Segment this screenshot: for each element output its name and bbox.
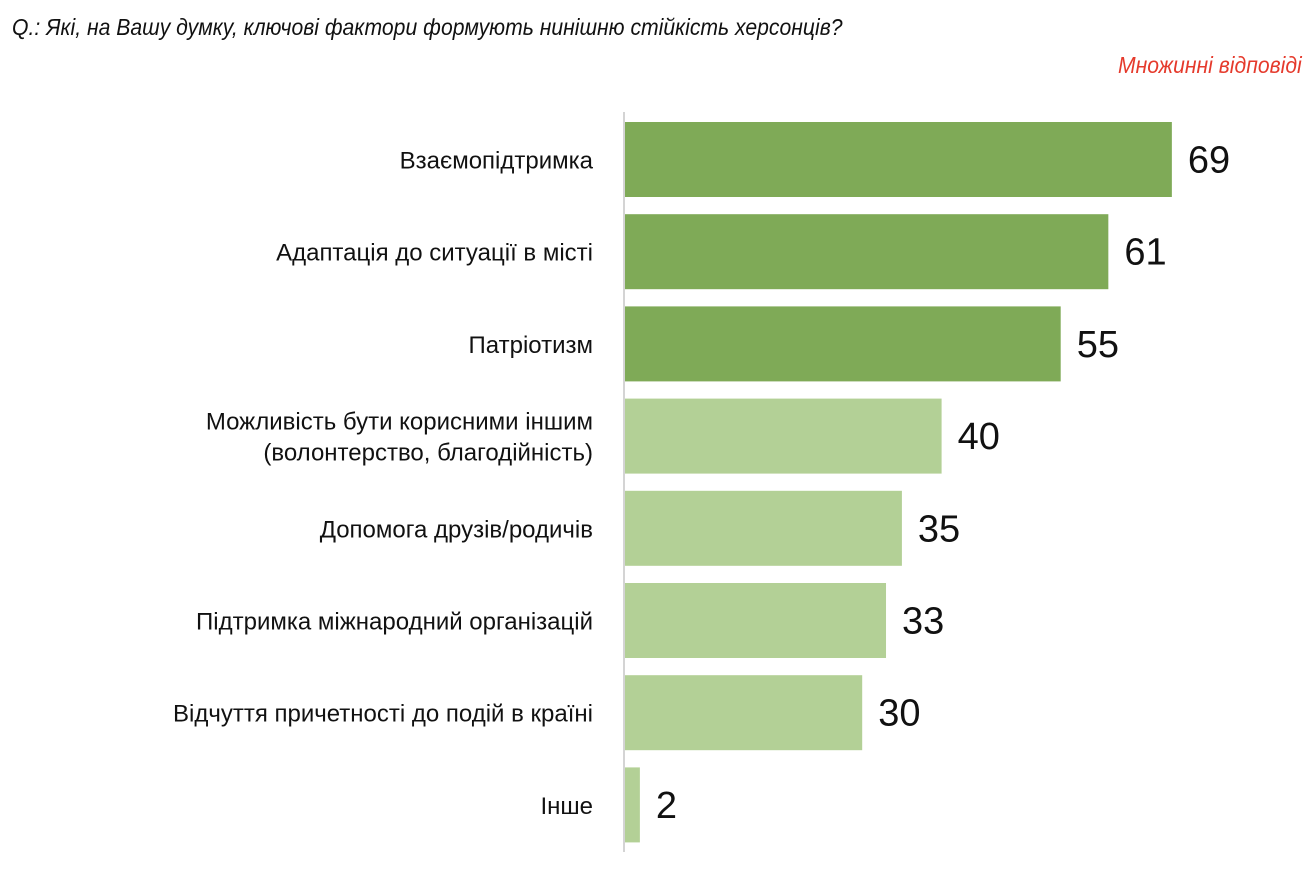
category-label: Допомога друзів/родичів	[320, 516, 593, 543]
category-label: Можливість бути корисними іншим	[206, 409, 593, 436]
category-label: Інше	[540, 793, 593, 820]
bar	[624, 122, 1172, 197]
data-label: 69	[1188, 140, 1230, 182]
data-label: 35	[918, 508, 960, 550]
category-label: Адаптація до ситуації в місті	[276, 240, 593, 267]
category-label: Підтримка міжнародний організацій	[196, 609, 593, 636]
bar	[624, 490, 902, 566]
data-label: 33	[902, 601, 944, 643]
category-label: (волонтерство, благодійність)	[263, 440, 593, 467]
data-label: 30	[878, 693, 920, 735]
data-label: 2	[656, 785, 677, 827]
chart-title: Q.: Які, на Вашу думку, ключові фактори …	[12, 14, 843, 40]
category-label: Відчуття причетності до подій в країні	[173, 701, 593, 728]
bar	[624, 583, 887, 658]
bar	[624, 398, 942, 474]
data-label: 55	[1077, 324, 1119, 366]
bar	[624, 306, 1061, 382]
data-label: 61	[1124, 232, 1166, 274]
category-label: Взаємопідтримка	[400, 148, 594, 175]
category-label: Патріотизм	[469, 332, 593, 359]
bar	[624, 675, 863, 751]
data-label: 40	[958, 416, 1000, 458]
bar	[624, 214, 1109, 290]
chart-subtitle: Множинні відповіді	[1118, 52, 1302, 78]
bar	[624, 767, 640, 843]
